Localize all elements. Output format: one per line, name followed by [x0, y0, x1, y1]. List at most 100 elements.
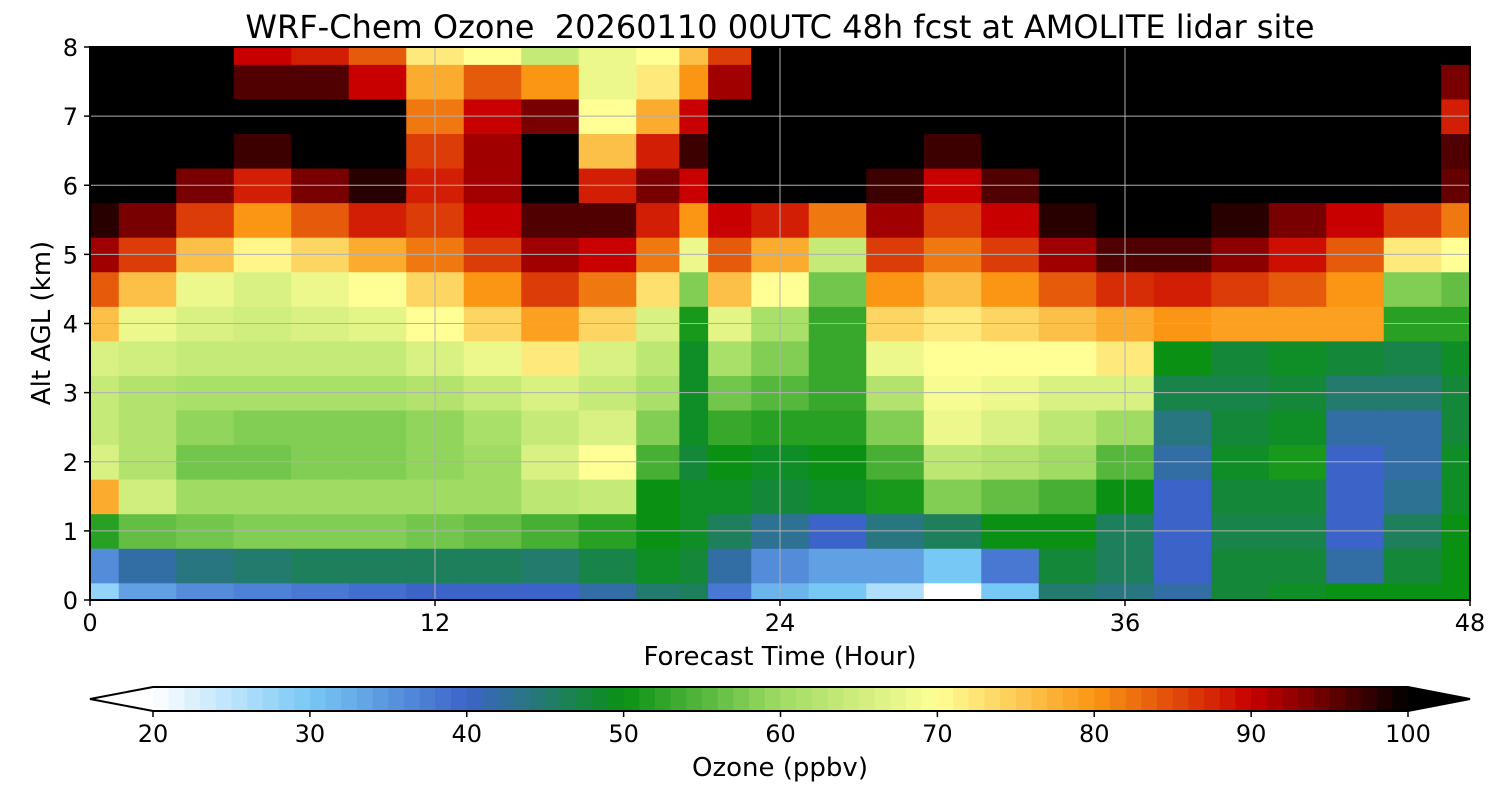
ozone-cell — [1268, 582, 1327, 600]
ozone-cell — [1441, 479, 1470, 515]
colorbar-bin — [262, 687, 279, 711]
ozone-cell — [118, 202, 177, 238]
colorbar-max-extension — [1408, 687, 1470, 711]
ozone-cell — [1153, 202, 1212, 238]
ozone-cell — [636, 409, 680, 446]
ozone-cell — [636, 340, 680, 376]
y-tick-label: 4 — [63, 311, 78, 339]
ozone-cell — [578, 133, 637, 169]
colorbar-bin — [1015, 687, 1032, 711]
ozone-cell — [176, 548, 235, 584]
ozone-cell — [1153, 271, 1212, 307]
colorbar-bin — [1392, 687, 1409, 711]
colorbar-bin — [482, 687, 499, 711]
colorbar-bin — [733, 687, 750, 711]
ozone-cell — [1441, 47, 1470, 65]
colorbar-ticks: 20 30 40 50 60 70 80 90 100 — [138, 711, 1431, 748]
ozone-cell — [866, 548, 925, 584]
ozone-cell — [463, 64, 522, 100]
ozone-cell — [1211, 271, 1270, 307]
ozone-cell — [1038, 548, 1097, 584]
ozone-cell — [679, 271, 709, 307]
ozone-cell — [679, 582, 709, 600]
ozone-cell — [118, 133, 177, 169]
ozone-cell — [1441, 409, 1470, 446]
ozone-cell — [521, 582, 580, 600]
ozone-cell — [1383, 47, 1442, 65]
ozone-cell — [636, 479, 680, 515]
ozone-cell — [1326, 479, 1385, 515]
colorbar-bin — [545, 687, 562, 711]
colorbar-bin — [1313, 687, 1331, 711]
colorbar-tick-label: 20 — [138, 720, 169, 748]
ozone-cell — [291, 548, 350, 584]
ozone-cell — [679, 64, 709, 100]
ozone-cell — [981, 409, 1040, 446]
colorbar-bin — [1125, 687, 1142, 711]
colorbar-bin — [921, 687, 938, 711]
y-tick-label: 3 — [63, 380, 78, 408]
ozone-cell — [521, 64, 580, 100]
x-tick-label: 36 — [1110, 609, 1141, 637]
ozone-cell — [708, 47, 752, 65]
ozone-cell — [1211, 340, 1270, 376]
colorbar-bin — [1298, 687, 1315, 711]
ozone-cell — [636, 582, 680, 600]
ozone-cell — [808, 133, 867, 169]
colorbar-bin — [702, 687, 719, 711]
x-axis-label: Forecast Time (Hour) — [643, 642, 916, 672]
ozone-cell — [118, 582, 177, 600]
ozone-cell — [1383, 409, 1442, 446]
colorbar-bin — [1282, 687, 1299, 711]
ozone-cell — [1038, 64, 1097, 100]
colorbar-bin — [498, 687, 515, 711]
ozone-cell — [679, 479, 709, 515]
colorbar-bin — [294, 687, 311, 711]
ozone-cell — [233, 479, 292, 515]
colorbar-bin — [968, 687, 985, 711]
colorbar-label: Ozone (ppbv) — [692, 753, 868, 783]
colorbar-bin — [811, 687, 829, 711]
ozone-cell — [708, 548, 752, 584]
ozone-cell — [578, 47, 637, 65]
colorbar-bin — [874, 687, 891, 711]
colorbar-tick-label: 40 — [451, 720, 482, 748]
colorbar-bin — [953, 687, 970, 711]
ozone-cell — [90, 340, 120, 376]
ozone-cell — [1441, 340, 1470, 376]
ozone-cell — [1038, 47, 1097, 65]
ozone-cell — [866, 133, 925, 169]
colorbar-bin — [843, 687, 860, 711]
colorbar-tick-label: 70 — [922, 720, 953, 748]
ozone-cell — [463, 271, 522, 307]
ozone-cell — [348, 582, 407, 600]
ozone-cell — [578, 202, 637, 238]
colorbar-bin — [655, 687, 672, 711]
ozone-cell — [1268, 548, 1327, 584]
x-tick-label: 48 — [1455, 609, 1486, 637]
colorbar-bin — [1251, 687, 1268, 711]
ozone-cell — [1211, 133, 1270, 169]
ozone-cell — [1383, 340, 1442, 376]
ozone-cell — [1383, 271, 1442, 307]
ozone-cell — [578, 409, 637, 446]
ozone-cell — [1153, 340, 1212, 376]
colorbar-bin — [529, 687, 546, 711]
colorbar-bin — [231, 687, 248, 711]
colorbar-bin — [388, 687, 405, 711]
ozone-cell — [981, 133, 1040, 169]
ozone-cell — [90, 548, 120, 584]
colorbar-bin — [1157, 687, 1174, 711]
ozone-cell — [679, 133, 709, 169]
colorbar-bin — [1031, 687, 1048, 711]
ozone-cell — [708, 202, 752, 238]
ozone-cell — [176, 409, 235, 446]
ozone-cell — [463, 133, 522, 169]
colorbar-bin — [937, 687, 954, 711]
ozone-cell — [1383, 133, 1442, 169]
colorbar-bin — [686, 687, 703, 711]
colorbar-bin — [200, 687, 217, 711]
colorbar-bin — [1062, 687, 1080, 711]
ozone-cell — [708, 409, 752, 446]
ozone-cell — [636, 133, 680, 169]
